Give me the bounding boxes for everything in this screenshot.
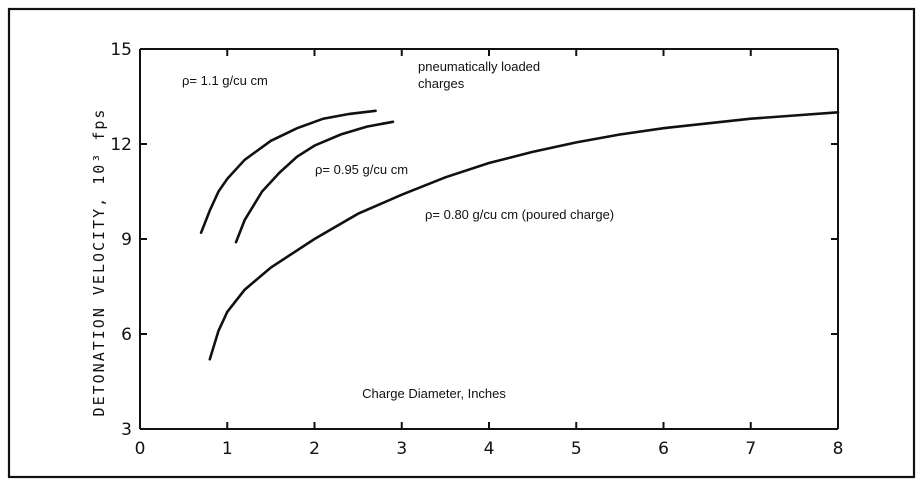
x-tick-label: 4	[484, 439, 495, 459]
x-tick-label: 1	[222, 439, 233, 459]
x-tick-label: 7	[745, 439, 756, 459]
y-tick-label: 12	[110, 135, 132, 155]
x-tick-label: 0	[135, 439, 146, 459]
series-line-1-1	[199, 109, 377, 234]
x-tick-label: 2	[309, 439, 320, 459]
x-tick-label: 3	[396, 439, 407, 459]
y-axis-label: DETONATION VELOCITY, 10³ fps	[90, 108, 108, 417]
axes	[139, 48, 839, 430]
y-tick-label: 3	[121, 420, 132, 440]
y-tick-label: 15	[110, 40, 132, 60]
x-tick-label: 5	[571, 439, 582, 459]
series-label-0-80: ρ= 0.80 g/cu cm (poured charge)	[425, 207, 614, 222]
annotation-pneumatic-line-2: charges	[418, 76, 465, 91]
y-tick-label: 9	[121, 230, 132, 250]
x-tick-label: 6	[658, 439, 669, 459]
series-line-0-95	[234, 120, 395, 244]
series-line-0-80	[208, 111, 840, 361]
series-label-0-95: ρ= 0.95 g/cu cm	[315, 162, 408, 177]
x-axis-label: Charge Diameter, Inches	[362, 386, 506, 401]
y-tick-label: 6	[121, 325, 132, 345]
annotation-pneumatic-line-1: pneumatically loaded	[418, 59, 540, 74]
outer-border	[7, 7, 916, 479]
x-tick-label: 8	[833, 439, 844, 459]
series-label-1-1: ρ= 1.1 g/cu cm	[182, 73, 268, 88]
curves	[199, 109, 840, 361]
